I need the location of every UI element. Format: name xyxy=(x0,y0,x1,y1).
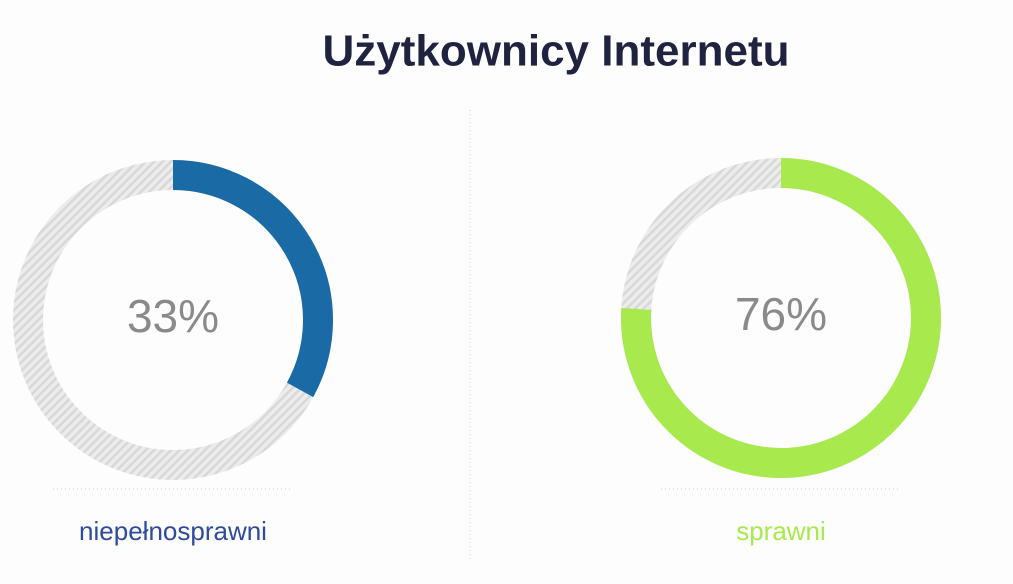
category-label: sprawni xyxy=(736,516,826,546)
category-label: niepełnosprawni xyxy=(79,516,267,546)
center-label: 76% xyxy=(735,288,827,340)
donut-arc xyxy=(172,160,333,398)
center-label: 33% xyxy=(127,290,219,342)
donut-arc xyxy=(621,158,941,478)
page-title: Użytkownicy Internetu xyxy=(323,27,790,76)
